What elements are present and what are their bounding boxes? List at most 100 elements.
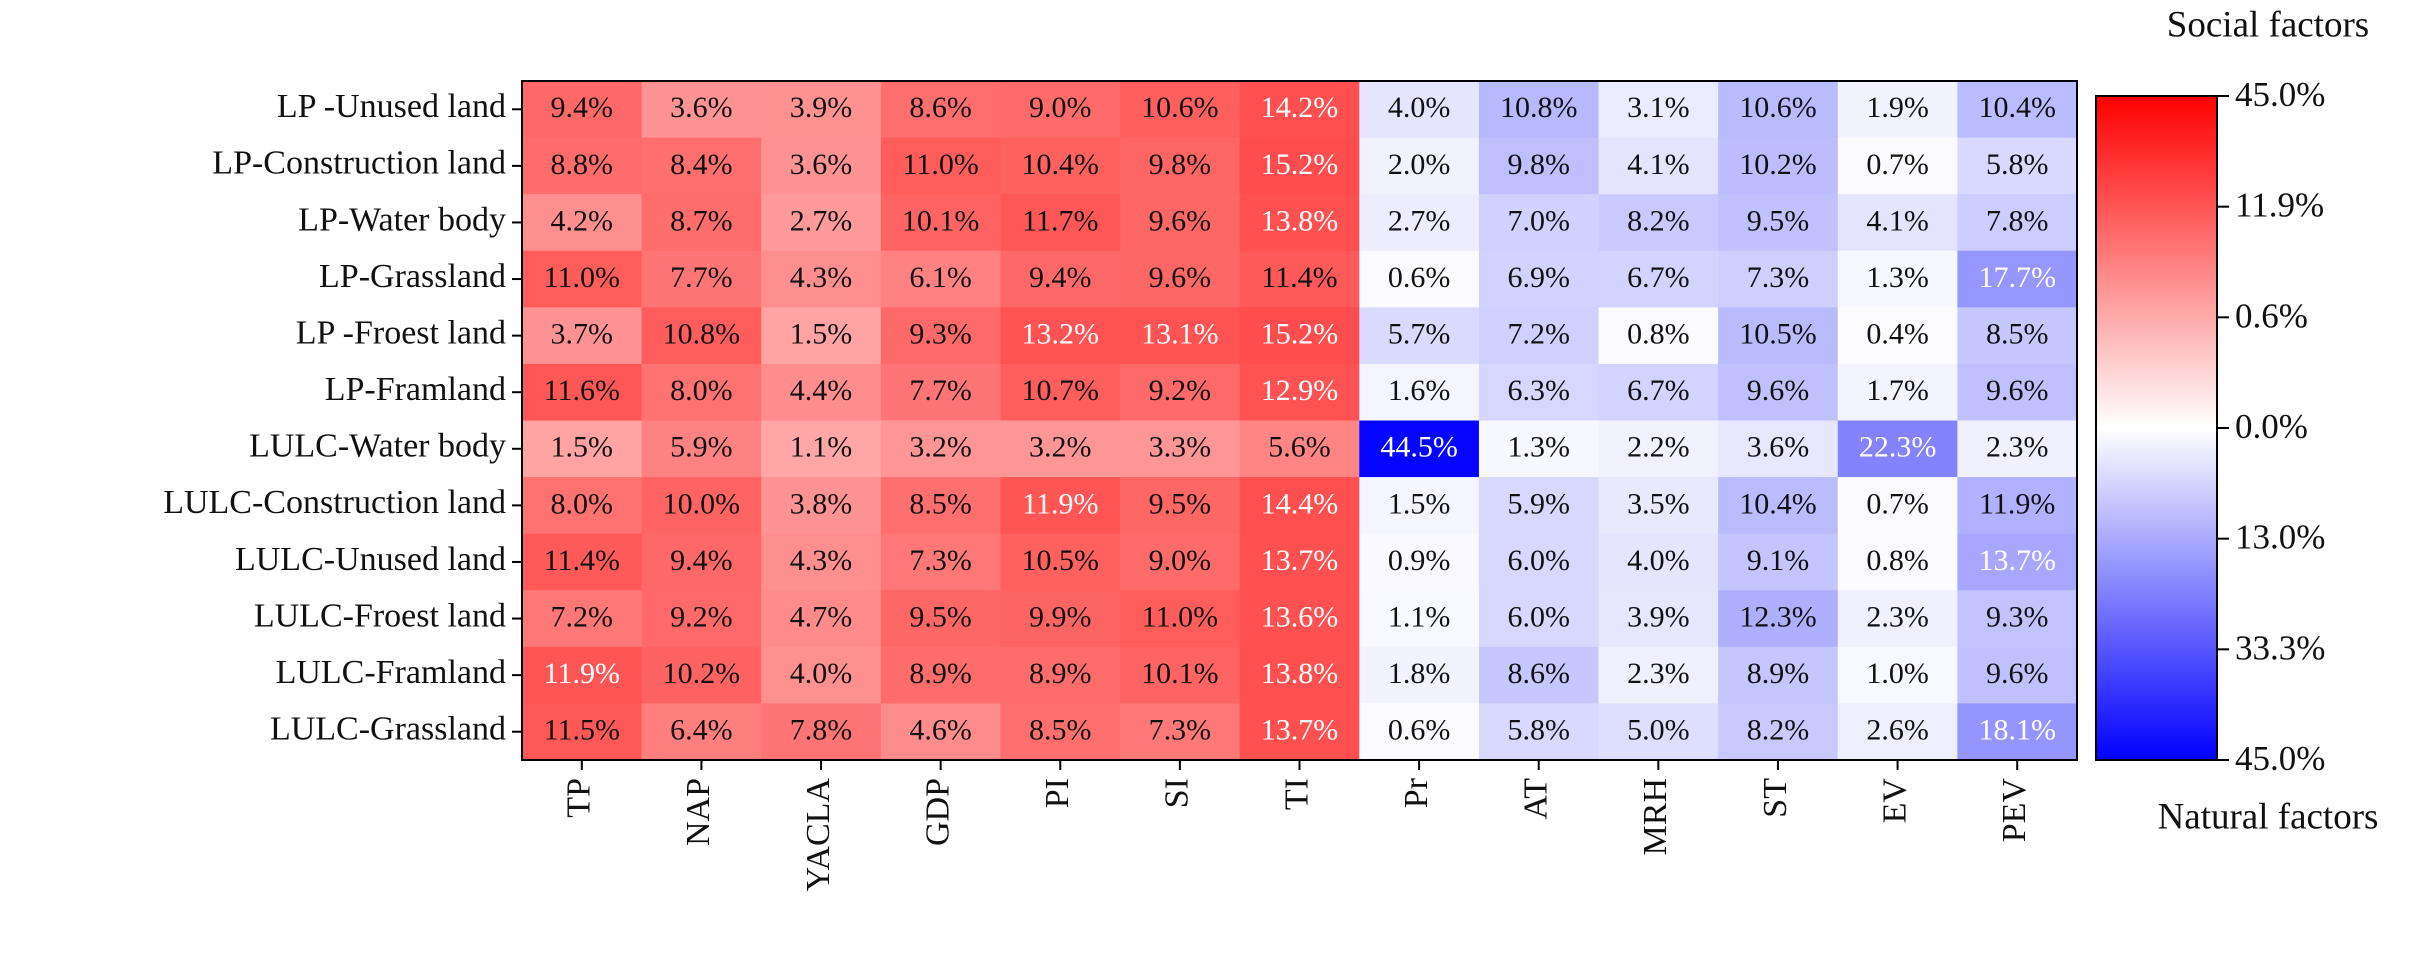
cell-label: 2.0%: [1388, 148, 1451, 181]
cell-label: 1.3%: [1866, 261, 1929, 294]
heat-cell: [1718, 81, 1839, 139]
colorbar-tick-label: 45.0%: [2235, 739, 2325, 778]
cell-label: 1.5%: [1388, 487, 1451, 520]
cell-label: 9.6%: [1986, 374, 2049, 407]
heat-cell: [1478, 477, 1600, 535]
heat-cell: [641, 703, 762, 761]
heat-cell: [1000, 703, 1121, 761]
cell-label: 11.4%: [1261, 261, 1337, 294]
cell-label: 7.3%: [909, 544, 972, 577]
cell-label: 1.3%: [1507, 431, 1570, 464]
cell-label: 6.3%: [1507, 374, 1570, 407]
heat-cell: [1598, 307, 1719, 365]
heat-cell: [1718, 590, 1839, 648]
cell-label: 3.2%: [1029, 431, 1092, 464]
x-tick-label: TI: [1278, 778, 1315, 810]
cell-label: 3.6%: [1747, 431, 1810, 464]
y-tick-label: LP-Construction land: [212, 145, 506, 182]
heat-cell: [1359, 194, 1480, 252]
heat-cell: [1598, 420, 1719, 478]
heat-cell: [1957, 477, 2078, 535]
x-tick-label: YACLA: [800, 778, 837, 892]
heat-cell: [1359, 646, 1480, 704]
heat-cell: [1957, 533, 2078, 591]
heat-cell: [1718, 533, 1839, 591]
heat-cell: [1120, 477, 1241, 535]
cell-label: 9.2%: [1149, 374, 1212, 407]
heat-cell: [1718, 194, 1839, 252]
cell-label: 2.6%: [1866, 714, 1929, 747]
heat-cell: [1000, 420, 1121, 478]
heat-cell: [522, 81, 643, 139]
colorbar-tick-label: 0.0%: [2235, 407, 2308, 446]
heat-cell: [1359, 420, 1480, 478]
heat-cell: [1359, 363, 1480, 421]
cell-label: 0.9%: [1388, 544, 1451, 577]
cell-label: 4.2%: [551, 204, 614, 237]
heat-cell: [1598, 250, 1719, 308]
heat-cell: [641, 363, 762, 421]
heat-cell: [641, 137, 762, 195]
heat-cell: [1239, 137, 1360, 195]
colorbar: [2095, 95, 2218, 761]
heat-cell: [761, 137, 882, 195]
cell-label: 11.7%: [1022, 204, 1098, 237]
heat-cell: [1837, 646, 1958, 704]
heat-cell: [522, 137, 643, 195]
cell-label: 8.9%: [1029, 657, 1092, 690]
heat-cell: [1598, 81, 1719, 139]
cell-label: 10.4%: [1022, 148, 1100, 181]
heat-cell: [1957, 81, 2078, 139]
heat-cell: [522, 590, 643, 648]
colorbar-tick-label: 33.3%: [2235, 628, 2325, 667]
colorbar-tick-label: 45.0%: [2235, 75, 2325, 114]
cell-label: 4.6%: [909, 714, 972, 747]
cell-label: 18.1%: [1978, 714, 2056, 747]
heat-cell: [1598, 363, 1719, 421]
heat-cell: [1120, 363, 1241, 421]
heat-cell: [1478, 703, 1600, 761]
y-tick-label: LP-Grassland: [319, 258, 506, 295]
y-tick-label: LP -Unused land: [277, 88, 506, 125]
cell-label: 7.8%: [1986, 204, 2049, 237]
cell-label: 7.8%: [790, 714, 853, 747]
heat-cell: [880, 250, 1001, 308]
heat-cell: [1478, 363, 1600, 421]
x-tick-label: GDP: [919, 778, 956, 846]
cell-label: 3.7%: [551, 318, 614, 351]
cell-label: 10.4%: [1978, 91, 2056, 124]
heat-cell: [1000, 533, 1121, 591]
cell-label: 14.2%: [1261, 91, 1339, 124]
cell-label: 6.7%: [1627, 261, 1690, 294]
heat-cell: [1239, 590, 1360, 648]
cell-label: 7.7%: [670, 261, 733, 294]
cell-label: 4.4%: [790, 374, 853, 407]
cell-label: 2.3%: [1627, 657, 1690, 690]
heat-cell: [1239, 250, 1360, 308]
cell-label: 3.3%: [1149, 431, 1212, 464]
heat-cell: [1239, 363, 1360, 421]
heat-cell: [1478, 533, 1600, 591]
heat-cell: [1359, 137, 1480, 195]
heat-cell: [1598, 477, 1719, 535]
colorbar-bottom-title: Natural factors: [2158, 796, 2379, 837]
cell-label: 9.8%: [1149, 148, 1212, 181]
cell-label: 7.3%: [1747, 261, 1810, 294]
cell-label: 9.8%: [1507, 148, 1570, 181]
cell-label: 8.7%: [670, 204, 733, 237]
cell-label: 11.6%: [544, 374, 620, 407]
cell-label: 9.3%: [909, 318, 972, 351]
cell-label: 4.0%: [1388, 91, 1451, 124]
heat-cell: [880, 477, 1001, 535]
cell-label: 0.7%: [1866, 487, 1929, 520]
heat-cell: [1718, 477, 1839, 535]
cell-label: 6.7%: [1627, 374, 1690, 407]
cell-label: 6.0%: [1507, 600, 1570, 633]
cell-label: 5.8%: [1986, 148, 2049, 181]
heat-cell: [522, 533, 643, 591]
cell-label: 3.5%: [1627, 487, 1690, 520]
heat-cell: [1837, 477, 1958, 535]
heat-cell: [880, 137, 1001, 195]
cell-label: 8.6%: [909, 91, 972, 124]
cell-label: 0.6%: [1388, 261, 1451, 294]
